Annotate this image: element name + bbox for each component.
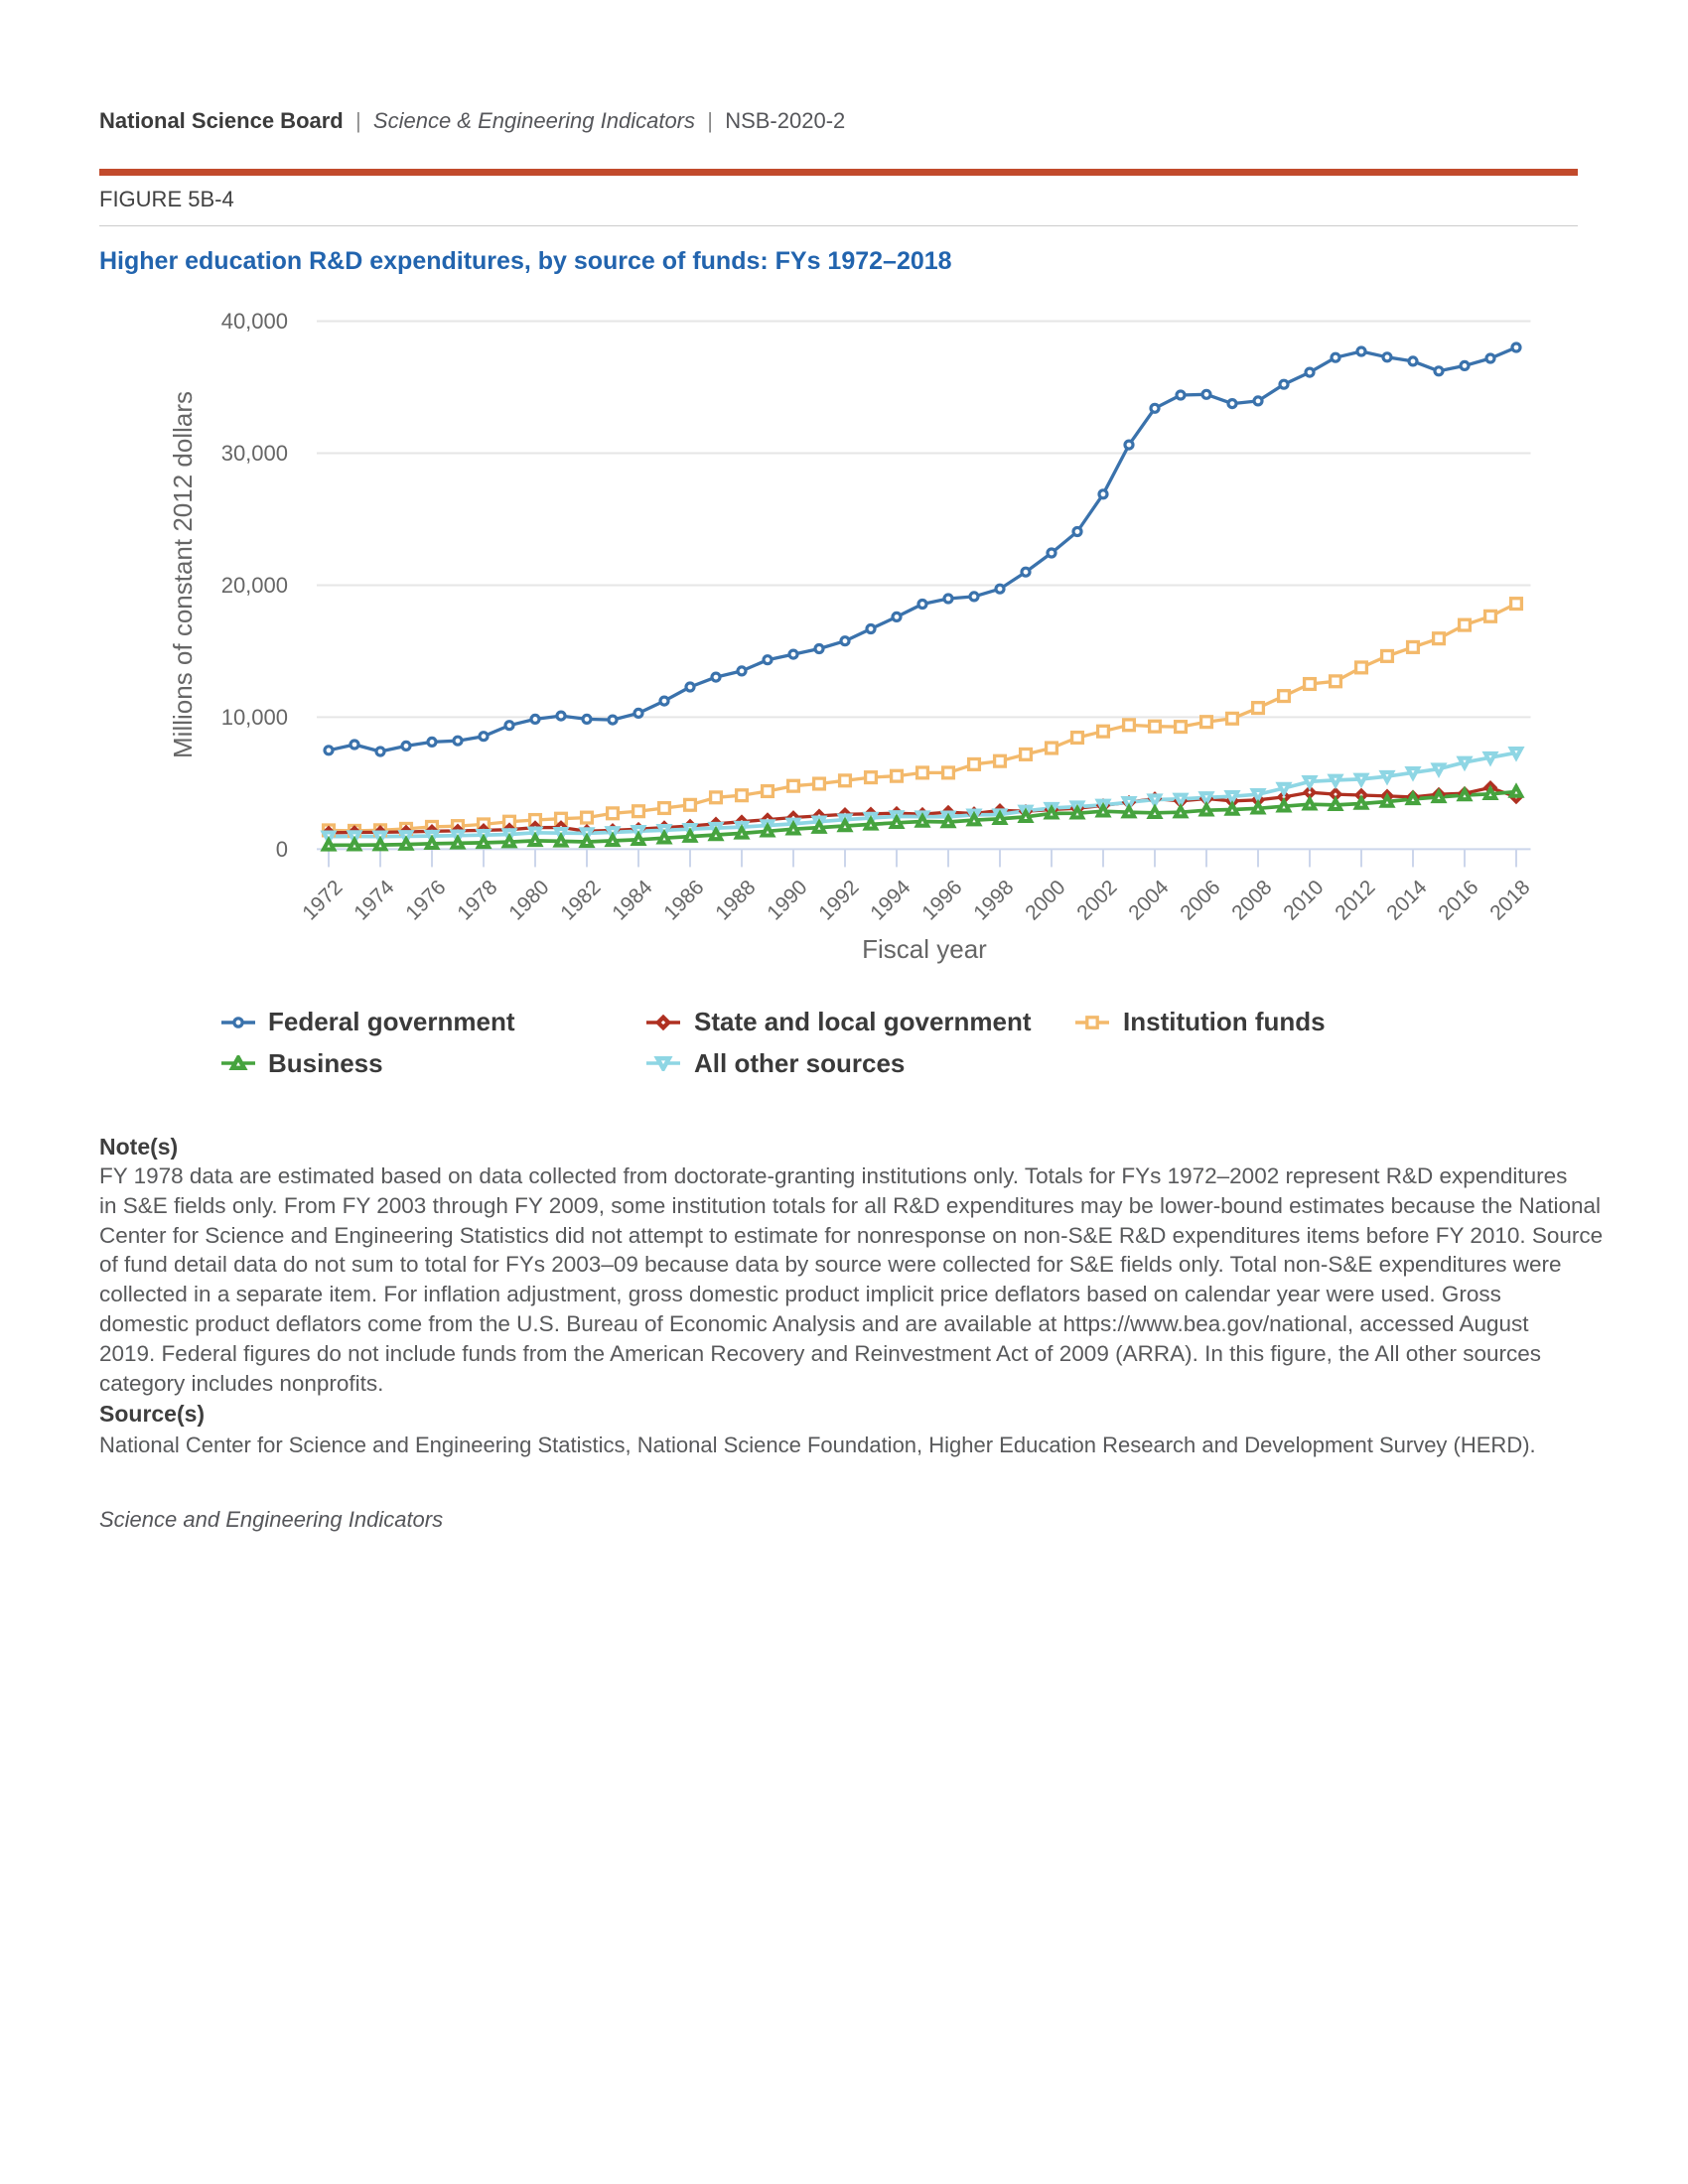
svg-text:1998: 1998 <box>969 876 1018 924</box>
svg-text:2000: 2000 <box>1021 876 1069 924</box>
svg-text:1974: 1974 <box>350 876 399 925</box>
svg-text:1992: 1992 <box>814 876 863 924</box>
svg-text:2006: 2006 <box>1176 876 1224 924</box>
svg-text:Fiscal year: Fiscal year <box>862 934 987 964</box>
svg-text:10,000: 10,000 <box>221 705 288 730</box>
svg-text:1986: 1986 <box>659 876 708 924</box>
svg-text:1984: 1984 <box>608 876 657 925</box>
svg-text:1990: 1990 <box>763 876 811 924</box>
svg-text:1996: 1996 <box>917 876 966 924</box>
svg-text:1978: 1978 <box>453 876 501 924</box>
svg-text:2014: 2014 <box>1382 876 1432 925</box>
svg-text:1982: 1982 <box>556 876 605 924</box>
svg-text:0: 0 <box>276 837 288 862</box>
svg-text:1980: 1980 <box>504 876 553 924</box>
svg-text:2010: 2010 <box>1279 876 1328 924</box>
svg-text:2008: 2008 <box>1227 876 1276 924</box>
svg-text:2018: 2018 <box>1485 876 1534 924</box>
svg-text:1972: 1972 <box>298 876 347 924</box>
svg-text:Millions of constant 2012 doll: Millions of constant 2012 dollars <box>168 391 198 758</box>
svg-text:1994: 1994 <box>866 876 915 925</box>
svg-text:2002: 2002 <box>1072 876 1121 924</box>
svg-text:1976: 1976 <box>401 876 450 924</box>
svg-text:20,000: 20,000 <box>221 573 288 598</box>
svg-text:2004: 2004 <box>1124 876 1174 925</box>
svg-text:40,000: 40,000 <box>221 309 288 334</box>
svg-text:2012: 2012 <box>1331 876 1379 924</box>
svg-text:2016: 2016 <box>1434 876 1482 924</box>
svg-text:1988: 1988 <box>711 876 760 924</box>
svg-text:30,000: 30,000 <box>221 441 288 466</box>
